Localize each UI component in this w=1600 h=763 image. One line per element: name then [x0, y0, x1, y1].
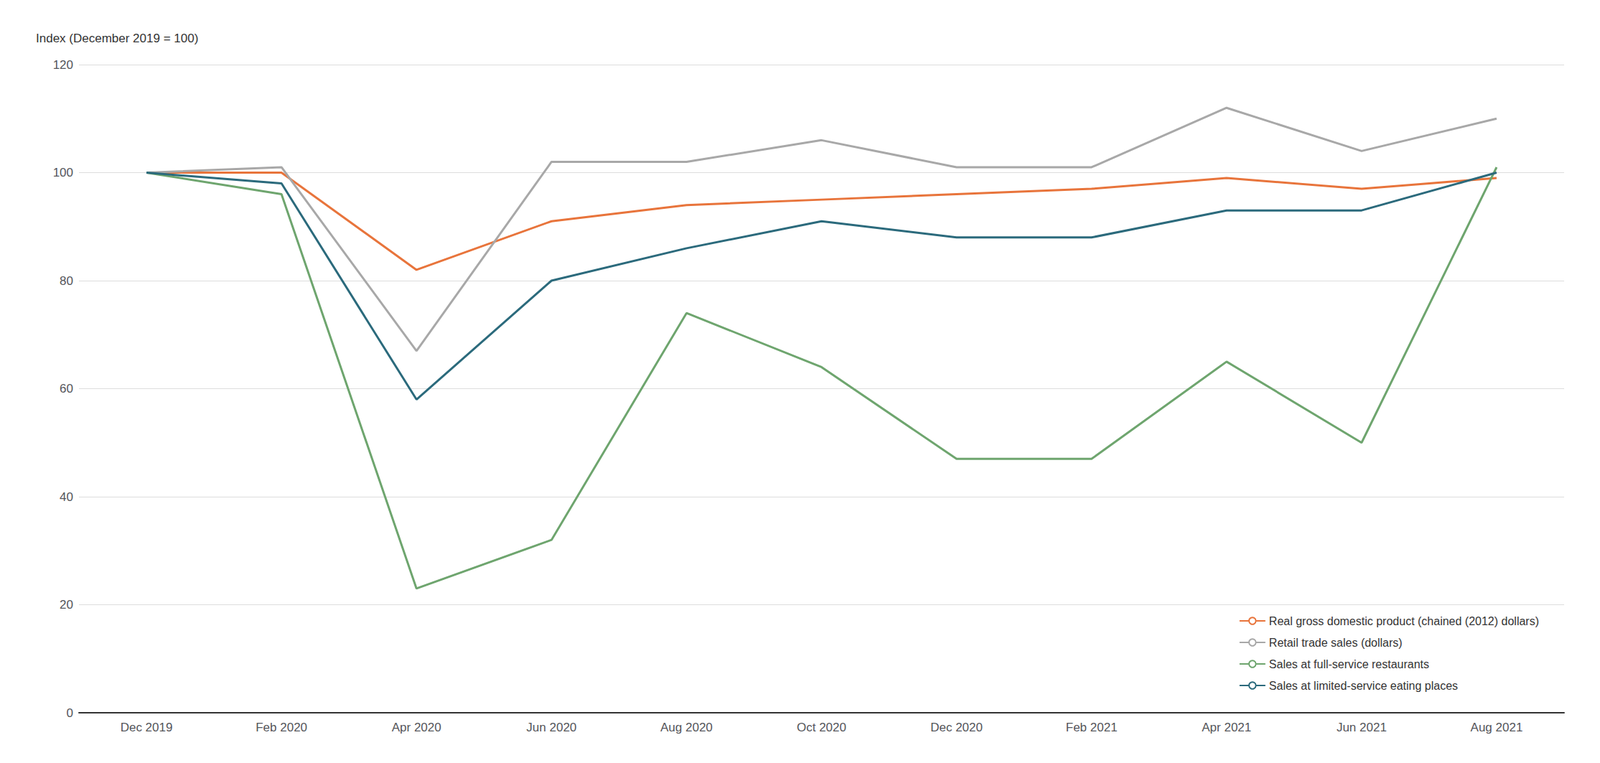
svg-text:Sales at limited-service eatin: Sales at limited-service eating places: [1269, 679, 1458, 692]
svg-text:20: 20: [59, 597, 74, 612]
svg-text:Dec 2020: Dec 2020: [930, 720, 983, 735]
svg-text:Aug 2021: Aug 2021: [1470, 720, 1524, 735]
svg-text:Jun 2020: Jun 2020: [526, 720, 577, 735]
svg-text:120: 120: [53, 58, 74, 72]
svg-text:100: 100: [53, 165, 74, 180]
svg-text:Apr 2021: Apr 2021: [1201, 720, 1252, 735]
svg-text:60: 60: [59, 381, 74, 396]
svg-text:Apr 2020: Apr 2020: [391, 720, 442, 735]
svg-text:Real gross domestic product (c: Real gross domestic product (chained (20…: [1269, 615, 1539, 628]
svg-text:40: 40: [59, 490, 74, 504]
svg-text:Retail trade sales (dollars): Retail trade sales (dollars): [1269, 636, 1403, 649]
svg-text:80: 80: [59, 274, 74, 288]
svg-text:Feb 2021: Feb 2021: [1065, 720, 1118, 735]
svg-text:Oct 2020: Oct 2020: [796, 720, 847, 735]
svg-text:Dec 2019: Dec 2019: [120, 720, 173, 735]
svg-text:Jun 2021: Jun 2021: [1336, 720, 1387, 735]
svg-text:0: 0: [66, 706, 74, 720]
svg-text:Feb 2020: Feb 2020: [255, 720, 308, 735]
svg-text:Sales at full-service restaura: Sales at full-service restaurants: [1269, 658, 1430, 671]
svg-text:Index (December 2019 = 100): Index (December 2019 = 100): [35, 31, 199, 46]
svg-text:Aug 2020: Aug 2020: [660, 720, 713, 735]
